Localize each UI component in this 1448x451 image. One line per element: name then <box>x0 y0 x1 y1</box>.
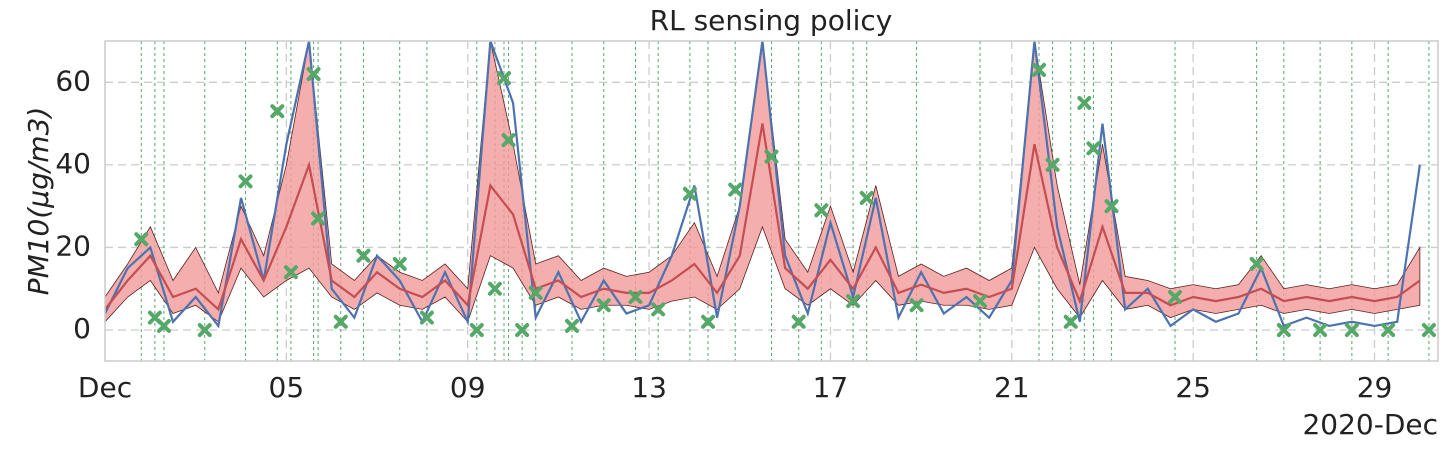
sample-marker <box>134 232 149 247</box>
sample-marker <box>197 323 212 338</box>
sample-marker <box>356 248 371 263</box>
chart-title: RL sensing policy <box>650 4 893 37</box>
sample-marker <box>814 203 829 218</box>
sample-marker <box>973 294 988 309</box>
x-tick-label: 09 <box>450 371 486 404</box>
sample-marker <box>1045 157 1060 172</box>
sample-marker <box>496 71 511 86</box>
y-axis-label: PM10(μg/m3) <box>22 107 55 296</box>
uncertainty-band <box>105 41 1421 323</box>
sample-marker <box>565 318 580 333</box>
x-tick-label: Dec <box>78 371 132 404</box>
sample-marker <box>1276 323 1291 338</box>
sample-marker <box>311 211 326 226</box>
sample-marker <box>596 298 611 313</box>
sample-marker <box>1086 141 1101 156</box>
sample-marker <box>238 174 253 189</box>
sample-marker <box>1421 323 1436 338</box>
sample-marker <box>628 290 643 304</box>
sample-marker <box>306 67 321 82</box>
sample-marker <box>515 323 530 338</box>
series-line <box>105 41 1421 329</box>
sample-marker <box>859 190 874 205</box>
y-tick-label: 60 <box>55 64 91 97</box>
sample-marker <box>791 314 806 329</box>
y-tick-label: 40 <box>55 147 91 180</box>
sample-marker <box>682 186 697 201</box>
sample-marker <box>846 294 861 309</box>
sample-marker <box>728 182 743 197</box>
sample-marker <box>1104 199 1119 214</box>
sample-marker <box>392 256 407 271</box>
sample-marker <box>156 318 171 333</box>
x-tick-label: 17 <box>813 371 849 404</box>
sample-marker <box>1032 62 1047 77</box>
sample-marker <box>419 310 434 325</box>
sample-marker <box>764 149 779 164</box>
x-offset-label: 2020-Dec <box>1302 408 1438 441</box>
sample-marker <box>283 265 298 280</box>
sample-marker <box>469 323 484 338</box>
sample-marker <box>1381 323 1396 338</box>
sample-marker <box>701 314 716 329</box>
sample-marker <box>1077 95 1092 110</box>
sample-marker <box>1249 256 1264 271</box>
x-tick-label: 21 <box>994 371 1030 404</box>
sample-marker <box>333 314 348 329</box>
x-tick-label: 25 <box>1175 371 1211 404</box>
x-tick-label: 29 <box>1357 371 1393 404</box>
plot-frame <box>104 40 1439 362</box>
sample-marker <box>501 133 516 148</box>
x-tick-label: 05 <box>269 371 305 404</box>
sample-marker <box>651 302 666 317</box>
sample-marker <box>909 298 924 313</box>
series-line <box>105 123 1421 312</box>
y-tick-label: 20 <box>55 229 91 262</box>
x-tick-label: 13 <box>631 371 667 404</box>
sample-marker <box>270 104 285 119</box>
sample-marker <box>487 281 502 296</box>
y-tick-label: 0 <box>73 312 91 345</box>
sample-marker <box>1344 323 1359 338</box>
sample-marker <box>528 285 543 300</box>
sample-marker <box>1168 290 1183 304</box>
sample-marker <box>1063 314 1078 329</box>
sample-marker <box>1313 323 1328 338</box>
plot-area <box>105 41 1438 361</box>
